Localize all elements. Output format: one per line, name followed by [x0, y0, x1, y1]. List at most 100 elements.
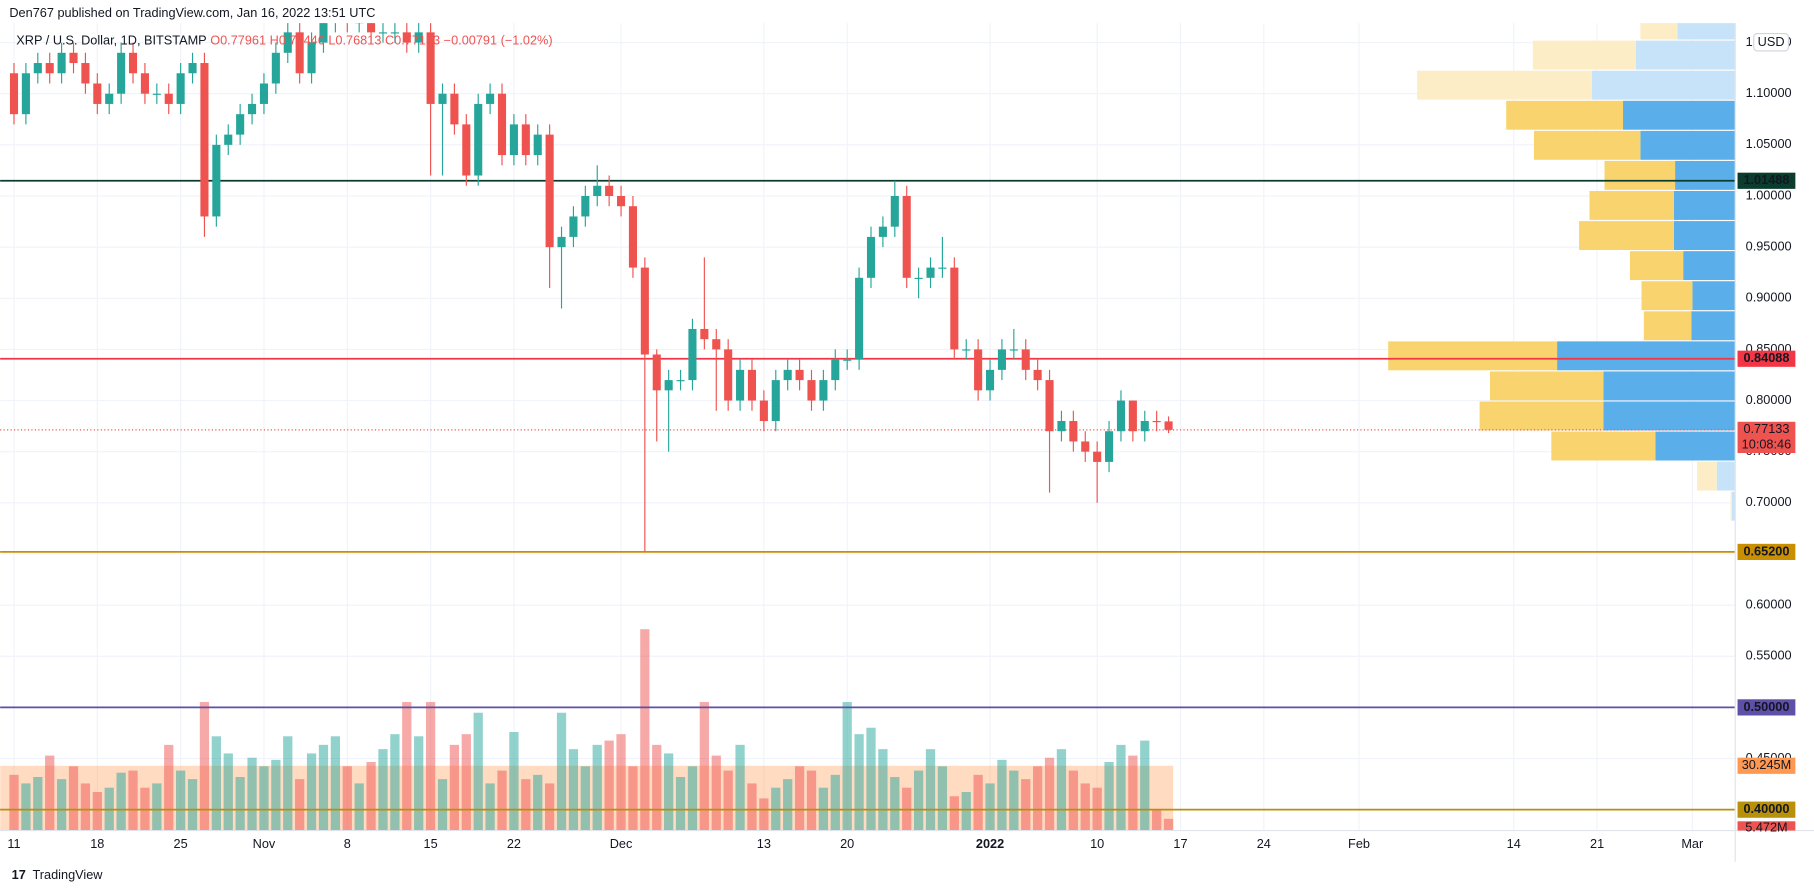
candle-body: [616, 195, 626, 207]
candle-body: [509, 124, 518, 156]
x-tick-label: 21: [1590, 836, 1604, 851]
price-line-label-box: [1737, 699, 1796, 716]
profile-up: [1655, 431, 1736, 461]
candle-body: [533, 134, 542, 156]
candle-body: [890, 195, 899, 227]
ohlc: O0.77961: [210, 33, 266, 48]
candle-body: [69, 52, 78, 64]
candle-body: [831, 359, 840, 381]
profile-down: [1532, 40, 1636, 70]
volume-bar: [68, 766, 79, 831]
y-tick-label: 0.95000: [1746, 238, 1792, 253]
volume-bar: [913, 770, 924, 831]
volume-bar: [306, 753, 317, 831]
volume-bar: [973, 774, 983, 831]
price-axis: 0.400000.450000.500000.550000.600000.650…: [1737, 34, 1796, 835]
volume-pane: [0, 629, 1174, 831]
x-tick-label: 24: [1257, 836, 1271, 851]
profile-down: [1417, 70, 1592, 100]
profile-down: [1643, 311, 1692, 341]
volume-bar: [640, 629, 650, 831]
volume-bar: [878, 749, 888, 831]
x-tick-label: 18: [90, 836, 104, 851]
price-line-label: 1.01488: [1743, 172, 1789, 187]
profile-up: [1640, 130, 1736, 160]
candle-body: [914, 277, 923, 279]
candle-body: [783, 369, 792, 381]
y-tick-label: 0.80000: [1746, 392, 1792, 407]
volume-bar: [628, 766, 638, 831]
volume-bar: [318, 744, 329, 831]
logo: 17: [12, 867, 26, 882]
volume-bar: [390, 734, 400, 831]
candle-body: [188, 63, 197, 74]
candle-body: [676, 380, 685, 382]
candle-body: [593, 185, 602, 196]
x-tick-label: Mar: [1681, 836, 1704, 851]
volume-bar: [556, 712, 567, 831]
volume-bar: [521, 779, 531, 831]
volume-bar: [461, 734, 471, 831]
time-axis: 11 18 25 Nov 8 15 22 Dec 13 20 2022 10 17 24 Feb 14 21 Ma…: [7, 836, 1704, 851]
candle-body: [486, 93, 495, 104]
candle-body: [819, 380, 828, 401]
x-tick-label: Nov: [253, 836, 276, 851]
y-tick-label: 0.55000: [1746, 648, 1792, 663]
price-line-label: 0.50000: [1743, 699, 1789, 714]
volume-bar: [842, 702, 852, 831]
volume-bar: [1009, 770, 1019, 831]
volume-bar: [759, 798, 769, 831]
profile-down: [1489, 371, 1604, 401]
x-tick-label: 25: [174, 836, 188, 851]
volume-bar: [925, 749, 936, 831]
candle-body: [450, 93, 459, 125]
currency[interactable]: USD: [1758, 34, 1785, 49]
candle-body: [1033, 369, 1042, 381]
profile-up: [1731, 491, 1736, 521]
volume-bar: [533, 774, 543, 831]
candle-body: [855, 277, 864, 360]
profile-down: [1730, 491, 1732, 521]
candle-body: [283, 32, 292, 53]
price-line-label-box: [1737, 172, 1796, 189]
candle-body: [117, 52, 126, 94]
candle-body: [557, 236, 566, 248]
last-price-label: 0.77133: [1743, 421, 1789, 436]
volume-bar: [21, 783, 31, 831]
volume-bar: [509, 732, 519, 831]
volume-bar: [152, 783, 162, 831]
candle-body: [1164, 421, 1173, 430]
volume-bar: [449, 744, 460, 831]
candle-body: [950, 267, 959, 350]
volume-bar: [187, 779, 198, 831]
candle-body: [652, 354, 661, 391]
volume-bar: [961, 791, 971, 831]
candle-body: [1140, 421, 1149, 432]
candle-body: [497, 93, 507, 156]
x-tick-label: 20: [840, 836, 854, 851]
candle-body: [1116, 400, 1126, 432]
volume-bar: [80, 783, 91, 831]
x-tick-label: 14: [1507, 836, 1521, 851]
volume-bar: [997, 759, 1007, 831]
currency-box[interactable]: [1753, 32, 1790, 52]
volume-bar: [1056, 749, 1067, 831]
volume-bar: [425, 702, 436, 831]
candle-body: [712, 339, 721, 350]
volume-bar: [116, 772, 126, 831]
volume-bar: [485, 783, 495, 831]
x-tick-label: 11: [7, 836, 20, 851]
volume-bar: [366, 762, 376, 831]
candle-body: [462, 124, 471, 176]
volume-bar: [45, 755, 55, 831]
ohlc: C0.77133: [385, 33, 440, 48]
profile-down: [1697, 461, 1717, 491]
volume-bar: [687, 766, 698, 831]
price-line-label: 0.84088: [1743, 350, 1789, 365]
volume-bar: [473, 712, 483, 831]
candle-body: [271, 52, 280, 84]
candle-body: [259, 83, 269, 104]
candle-body: [307, 42, 316, 74]
profile-down: [1579, 221, 1674, 250]
